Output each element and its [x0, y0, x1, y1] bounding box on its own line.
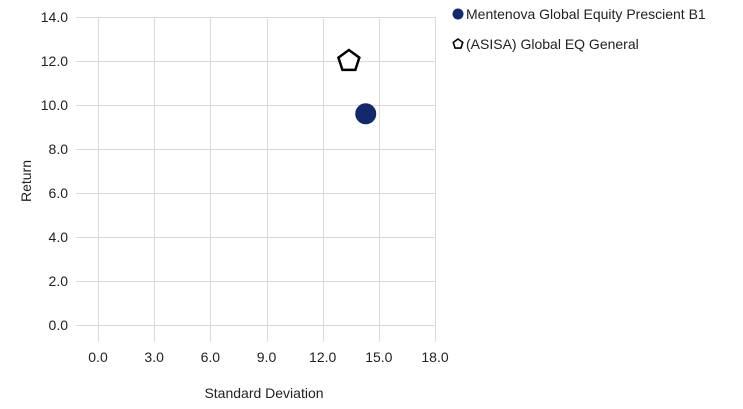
- x-tick-label-5: 15.0: [365, 349, 392, 365]
- x-tick-label-3: 9.0: [257, 349, 277, 365]
- x-tick-label-2: 6.0: [201, 349, 221, 365]
- y-tick-label-6: 12.0: [41, 53, 68, 69]
- legend-entry-1: (ASISA) Global EQ General: [452, 36, 639, 52]
- x-tick-label-6: 18.0: [421, 349, 448, 365]
- point-series-1-0: [336, 48, 361, 72]
- legend: Mentenova Global Equity Prescient B1 (ASI…: [452, 6, 706, 52]
- legend-entry-0: Mentenova Global Equity Prescient B1: [452, 6, 706, 22]
- point-series-0-0: [355, 103, 377, 125]
- y-tick-label-4: 8.0: [49, 141, 69, 157]
- y-tick-label-1: 2.0: [49, 273, 69, 289]
- x-axis-title: Standard Deviation: [204, 385, 323, 401]
- legend-marker-0: [452, 8, 464, 20]
- y-tick-label-7: 14.0: [41, 9, 68, 25]
- legend-label-0: Mentenova Global Equity Prescient B1: [466, 6, 706, 22]
- x-tick-label-1: 3.0: [144, 349, 164, 365]
- tick-layer: 0.0 2.0 4.0 6.0 8.0 10.0 12.0 14.0 0.0 3.0 6.0 9.0 1…: [41, 9, 449, 365]
- x-tick-label-4: 12.0: [309, 349, 336, 365]
- point-layer: [336, 48, 377, 125]
- legend-label-1: (ASISA) Global EQ General: [466, 36, 639, 52]
- legend-marker-1: [452, 38, 464, 49]
- grid-layer: [76, 17, 436, 342]
- y-tick-label-0: 0.0: [49, 317, 69, 333]
- y-axis-title: Return: [18, 160, 34, 202]
- y-tick-label-2: 4.0: [49, 229, 69, 245]
- x-tick-label-0: 0.0: [88, 349, 108, 365]
- y-tick-label-5: 10.0: [41, 97, 68, 113]
- y-tick-label-3: 6.0: [49, 185, 69, 201]
